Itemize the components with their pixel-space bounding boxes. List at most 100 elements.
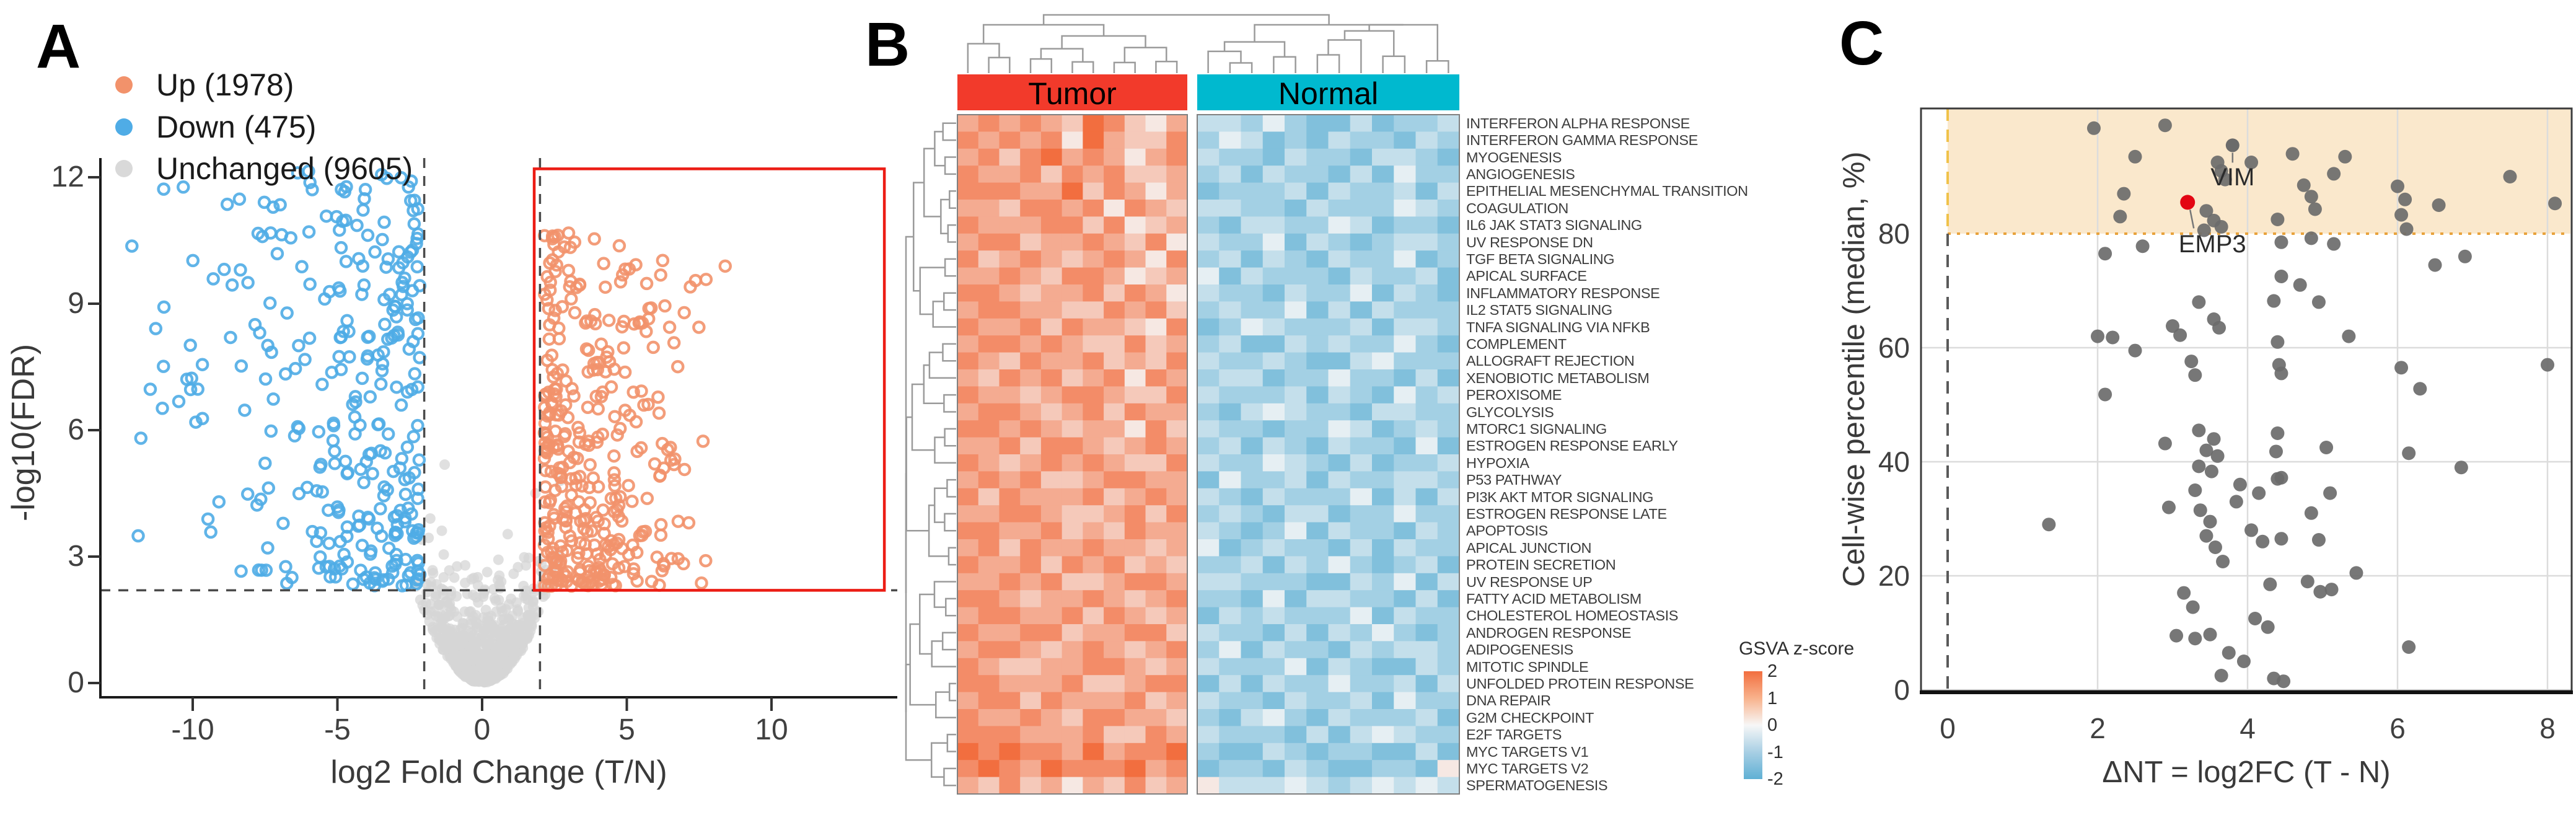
heatmap-cell	[1241, 505, 1264, 523]
heatmap-cell	[999, 182, 1021, 200]
heatmap-cell	[1197, 539, 1220, 557]
volcano-point-down	[306, 183, 319, 196]
heatmap-cell	[978, 233, 1000, 251]
heatmap-cell	[1241, 760, 1264, 778]
panel-c-point	[2319, 441, 2334, 454]
heatmap-cell	[1350, 675, 1373, 693]
heatmap-cell	[1394, 675, 1417, 693]
volcano-point-up	[543, 318, 556, 332]
volcano-point-up	[684, 280, 697, 294]
panel-c-point	[2274, 270, 2288, 283]
panel-c-point	[2391, 179, 2404, 193]
heatmap-cell	[1020, 386, 1042, 404]
volcano-point-down	[312, 561, 326, 575]
panel-c-point	[2398, 192, 2412, 206]
heatmap-cell	[1285, 471, 1307, 489]
volcano-point-up	[583, 575, 597, 589]
heatmap-cell	[1145, 692, 1167, 710]
heatmap-cell	[1197, 250, 1220, 268]
heatmap-cell	[978, 284, 1000, 302]
volcano-point-unchanged	[515, 625, 526, 637]
volcano-point-down	[257, 195, 271, 209]
heatmap-cell	[1197, 641, 1220, 659]
heatmap-cell	[1197, 216, 1220, 234]
heatmap-cell	[1124, 556, 1146, 574]
heatmap-cell	[1145, 624, 1167, 641]
heatmap-cell	[999, 165, 1021, 183]
heatmap-cell	[1020, 301, 1042, 319]
heatmap-cell	[999, 743, 1021, 760]
dendrogram-branch	[1071, 61, 1094, 73]
volcano-point-down	[248, 318, 262, 332]
heatmap-cell	[1394, 777, 1417, 795]
volcano-point-up	[594, 390, 609, 403]
heatmap-cell	[1394, 522, 1417, 540]
panel-c-y-axis-title: Cell-wise percentile (median, %)	[1837, 151, 1871, 587]
heatmap-cell	[1437, 539, 1460, 557]
heatmap-cell	[1124, 131, 1146, 149]
heatmap-cell	[1062, 267, 1083, 285]
heatmap-cell	[1394, 539, 1417, 557]
panel-c-point	[2212, 320, 2227, 335]
volcano-point-down	[408, 367, 422, 381]
heatmap-cell	[1040, 318, 1063, 336]
volcano-point-down	[328, 457, 341, 470]
volcano-point-up	[630, 545, 644, 560]
heatmap-cell	[1394, 658, 1417, 676]
heatmap-cell	[1350, 233, 1373, 251]
volcano-point-down	[312, 425, 326, 439]
heatmap-cell	[978, 522, 1000, 540]
heatmap-cell	[1350, 420, 1373, 438]
heatmap-cell	[1394, 301, 1417, 319]
heatmap-cell	[1166, 250, 1188, 268]
volcano-point-down	[292, 487, 306, 501]
volcano-point-up	[626, 385, 640, 399]
dendrogram-branch	[1316, 54, 1340, 73]
panel-c-point	[2428, 258, 2442, 272]
heatmap-cell	[999, 335, 1021, 353]
volcano-point-down	[266, 392, 280, 406]
heatmap-cell	[978, 675, 1000, 693]
heatmap-cell	[1219, 216, 1242, 234]
volcano-point-up	[558, 398, 573, 412]
volcano-point-unchanged	[498, 637, 509, 648]
heatmap-cell	[978, 488, 1000, 506]
heatmap-cell	[1145, 607, 1167, 625]
heatmap-cell	[1219, 352, 1242, 370]
heatmap-cell	[1415, 437, 1438, 455]
heatmap-cell	[1145, 777, 1167, 795]
heatmap-cell	[1241, 641, 1264, 659]
heatmap-cell	[1241, 267, 1264, 285]
volcano-point-down	[195, 358, 209, 371]
heatmap-cell	[1219, 556, 1242, 574]
heatmap-cell	[1350, 131, 1373, 149]
heatmap-cell	[1262, 675, 1285, 693]
volcano-point-down	[354, 462, 367, 476]
volcano-point-down	[379, 260, 393, 274]
volcano-point-down	[172, 394, 186, 408]
dendrogram-branch	[943, 394, 956, 413]
heatmap-cell	[1020, 607, 1042, 625]
heatmap-cell	[999, 573, 1021, 591]
heatmap-cell	[1285, 573, 1307, 591]
heatmap-cell	[1328, 386, 1351, 404]
dendrogram-branch	[988, 56, 1011, 73]
dendrogram-branch	[942, 122, 956, 141]
volcano-point-up	[607, 473, 622, 487]
dendrogram-branch	[1327, 39, 1362, 73]
heatmap-cell	[1437, 182, 1460, 200]
dendrogram-branch	[1042, 14, 1330, 25]
heatmap-cell	[1372, 420, 1394, 438]
heatmap-cell	[1219, 301, 1242, 319]
heatmap-cell	[999, 658, 1021, 676]
heatmap-cell	[1124, 301, 1146, 319]
dendrogram-branch	[944, 428, 956, 447]
heatmap-cell	[978, 131, 1000, 149]
heatmap-cell	[1350, 182, 1373, 200]
volcano-point-unchanged	[431, 579, 442, 590]
panel-a-x-tick-label: -10	[171, 713, 214, 746]
heatmap-cell	[1262, 556, 1285, 574]
heatmap-cell	[1040, 522, 1063, 540]
volcano-point-down	[374, 377, 388, 391]
heatmap-cell	[1306, 692, 1329, 710]
